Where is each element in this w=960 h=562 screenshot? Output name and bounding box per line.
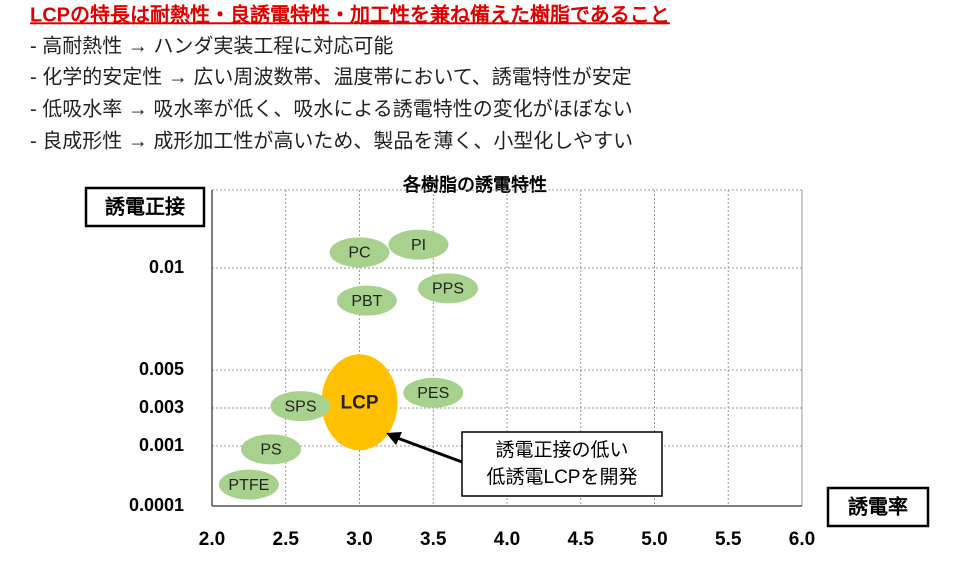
point — [218, 469, 279, 500]
point — [270, 391, 331, 422]
annotation: 誘電正接の低い — [495, 439, 628, 461]
point-label: PES — [417, 385, 449, 402]
point: - 良成形性 → 成形加工性が高いため、製品を薄く、小型化しやすい — [30, 129, 633, 152]
x-tick-label: 3.0 — [346, 529, 372, 550]
point — [403, 377, 464, 408]
x-tick-label: 5.0 — [641, 529, 667, 550]
point-label: PBT — [351, 293, 382, 310]
y-label-box — [84, 186, 206, 228]
y-tick-label: 0.003 — [139, 397, 184, 417]
point — [336, 285, 397, 316]
x-tick-label: 4.5 — [568, 529, 595, 550]
point-label: PTFE — [228, 477, 269, 494]
slide-title: LCPの特長は耐熱性・良誘電特性・加工性を兼ね備えた樹脂であること — [30, 2, 670, 26]
point-label: PI — [411, 237, 426, 254]
point — [241, 434, 301, 465]
point: - 高耐熱性 → ハンダ実装工程に対応可能 — [30, 34, 393, 57]
point — [321, 354, 398, 451]
point: - 化学的安定性 → 広い周波数帯、温度帯において、誘電特性が安定 — [30, 65, 632, 88]
x-tick-label: 4.0 — [494, 529, 520, 550]
point — [388, 229, 449, 260]
point-label: LCP — [341, 392, 379, 413]
chart-title: 各樹脂の誘電特性 — [402, 174, 547, 195]
x-tick-label: 3.5 — [420, 529, 447, 550]
point-label: PPS — [432, 281, 464, 298]
x-axis-label: 誘電率 — [848, 494, 908, 518]
annotation: 低誘電LCPを開発 — [487, 466, 638, 488]
point-label: PS — [260, 442, 281, 459]
arrow — [391, 434, 463, 464]
x-tick-label: 2.0 — [199, 529, 225, 550]
y-tick-label: 0.005 — [139, 359, 184, 379]
point — [418, 273, 478, 304]
point-label: PC — [348, 245, 370, 262]
x-tick-label: 6.0 — [789, 529, 815, 550]
point: - 低吸水率 → 吸水率が低く、吸水による誘電特性の変化がほぼない — [30, 97, 633, 120]
annotation-box — [461, 431, 663, 497]
x-tick-label: 5.5 — [715, 529, 742, 550]
y-tick-label: 0.01 — [149, 257, 184, 277]
y-tick-label: 0.001 — [139, 435, 184, 455]
x-label-box — [826, 486, 930, 528]
y-tick-label: 0.0001 — [129, 495, 184, 515]
point — [329, 237, 390, 268]
plot: 2.0 2.5 3.0 3.5 4.0 4.5 5.0 5.5 6.0 0.01 0.005 0.00… — [129, 189, 815, 550]
y-axis-label: 誘電正接 — [105, 194, 185, 218]
arrow-head — [386, 432, 402, 445]
x-tick-label: 2.5 — [273, 529, 300, 550]
point-label: SPS — [284, 398, 316, 415]
